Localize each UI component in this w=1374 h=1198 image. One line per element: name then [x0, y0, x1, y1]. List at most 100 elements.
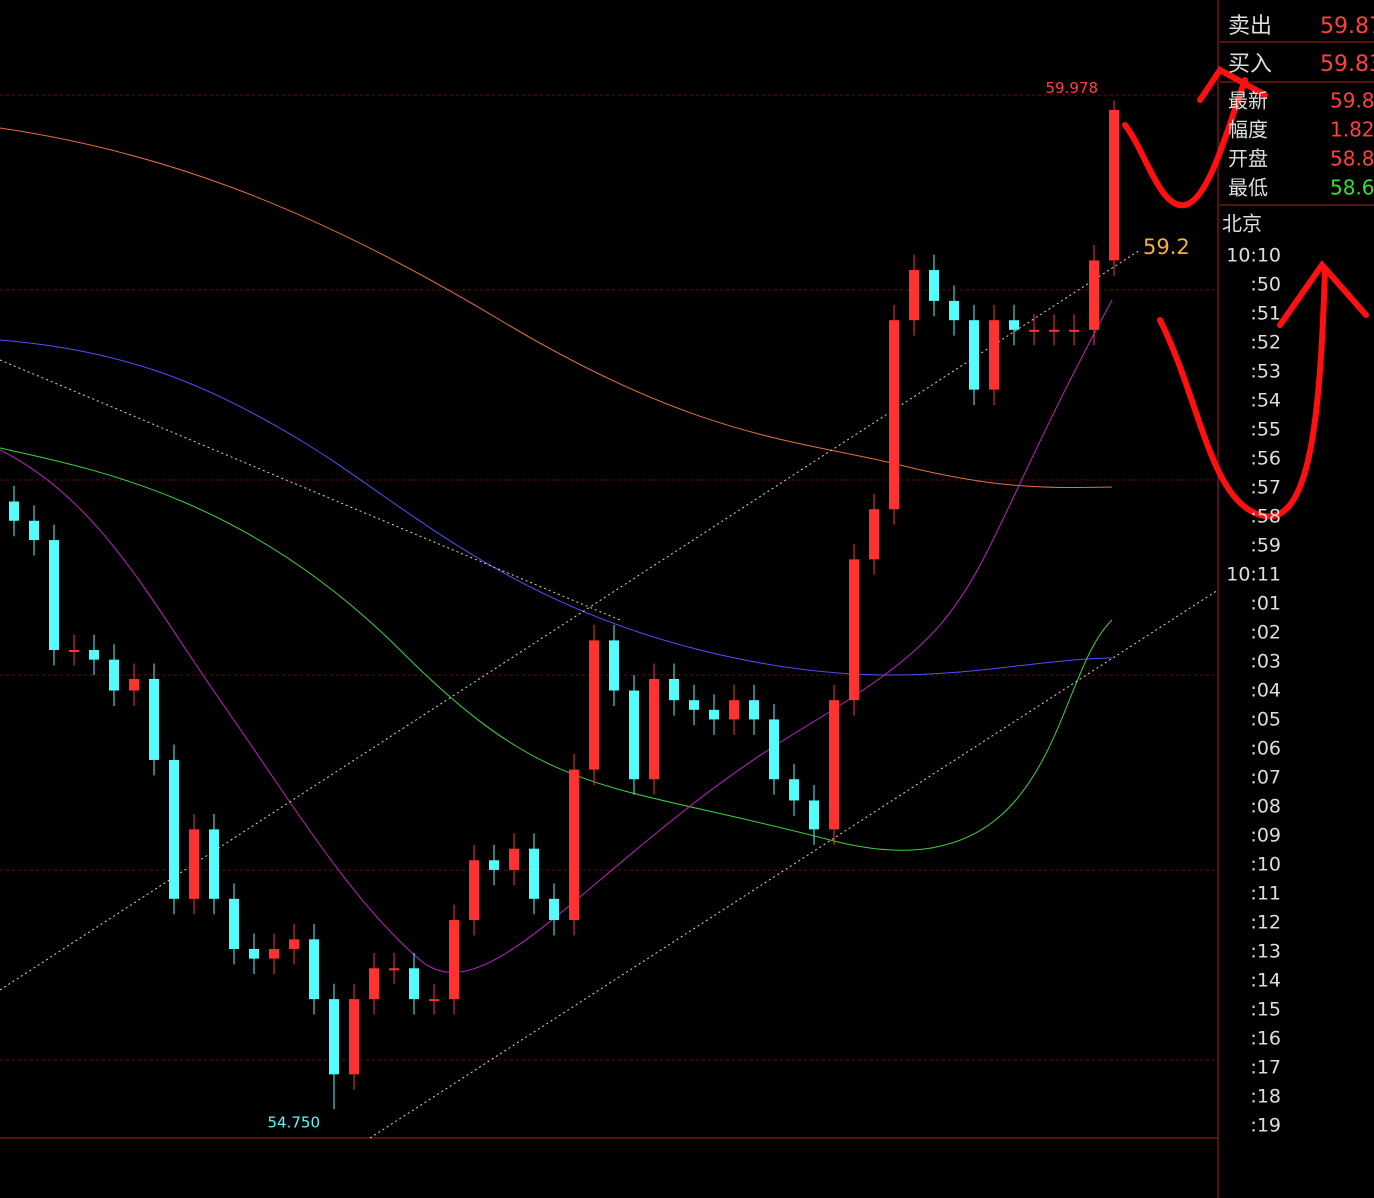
timezone: 北京 — [1222, 212, 1262, 236]
time-label: :11 — [1250, 883, 1281, 905]
candle-body — [729, 700, 739, 720]
candle-body — [709, 709, 719, 720]
candle-body — [209, 829, 219, 899]
candle-body — [669, 678, 679, 701]
candle-body — [489, 860, 499, 870]
time-label: :53 — [1250, 361, 1281, 383]
candle-body — [929, 270, 939, 301]
quote-label: 卖出 — [1228, 14, 1272, 39]
candle-body — [989, 320, 999, 390]
candle-body — [1109, 109, 1119, 261]
quote-value: 1.82 — [1330, 118, 1374, 142]
candle-body — [849, 559, 859, 701]
quote-value: 58.69 — [1330, 176, 1374, 200]
time-label: :03 — [1250, 651, 1281, 673]
time-label: :05 — [1250, 709, 1281, 731]
time-label: :16 — [1250, 1028, 1281, 1050]
candle-body — [969, 320, 979, 390]
candle-body — [509, 848, 519, 870]
candle-body — [749, 700, 759, 720]
candle-body — [129, 678, 139, 691]
candle-body — [9, 501, 19, 521]
time-label: :50 — [1250, 274, 1281, 296]
candle-body — [109, 659, 119, 691]
candle-body — [1069, 329, 1079, 332]
time-label: :08 — [1250, 796, 1281, 818]
level-label: 59.2 — [1143, 235, 1190, 259]
time-label: :19 — [1250, 1115, 1281, 1137]
time-label: :18 — [1250, 1086, 1281, 1108]
quote-value: 59.87 — [1320, 14, 1374, 39]
candle-body — [689, 700, 699, 710]
candle-body — [589, 640, 599, 770]
candle-body — [769, 719, 779, 780]
candle-body — [409, 968, 419, 1000]
time-label: :51 — [1250, 303, 1281, 325]
candle-body — [629, 690, 639, 780]
candle-body — [469, 860, 479, 921]
time-label: :04 — [1250, 680, 1281, 702]
candle-body — [809, 800, 819, 830]
candle-body — [149, 678, 159, 760]
time-label: :57 — [1250, 477, 1281, 499]
candle-body — [789, 779, 799, 801]
time-label: :10 — [1250, 854, 1281, 876]
candle-body — [249, 948, 259, 959]
time-label: :52 — [1250, 332, 1281, 354]
candle-body — [229, 898, 239, 949]
candle-body — [529, 848, 539, 899]
candle-body — [29, 520, 39, 541]
low-label: 54.750 — [268, 1114, 321, 1132]
candle-body — [269, 948, 279, 959]
high-label: 59.978 — [1046, 79, 1099, 97]
candle-body — [429, 999, 439, 1002]
candle-body — [1029, 329, 1039, 332]
candle-body — [829, 700, 839, 830]
candle-body — [869, 509, 879, 560]
time-label: :15 — [1250, 999, 1281, 1021]
time-label: :17 — [1250, 1057, 1281, 1079]
time-label: :12 — [1250, 912, 1281, 934]
candle-body — [329, 999, 339, 1075]
candle-body — [549, 898, 559, 921]
quote-label: 买入 — [1228, 52, 1272, 77]
candle-body — [289, 939, 299, 949]
time-label: :59 — [1250, 535, 1281, 557]
candle-body — [889, 320, 899, 510]
quote-label: 开盘 — [1228, 147, 1268, 171]
time-label: :54 — [1250, 390, 1281, 412]
candle-body — [349, 999, 359, 1075]
time-label: :58 — [1250, 506, 1281, 528]
time-label: :55 — [1250, 419, 1281, 441]
time-label: :09 — [1250, 825, 1281, 847]
time-label: :01 — [1250, 593, 1281, 615]
candle-body — [909, 270, 919, 321]
candle-body — [369, 968, 379, 1000]
candle-body — [49, 540, 59, 651]
time-label: :02 — [1250, 622, 1281, 644]
time-label: :06 — [1250, 738, 1281, 760]
candle-body — [949, 300, 959, 321]
time-label: :13 — [1250, 941, 1281, 963]
candle-body — [1089, 260, 1099, 330]
candle-body — [609, 640, 619, 691]
quote-value: 59.83 — [1320, 52, 1374, 77]
time-label: 10:10 — [1226, 245, 1281, 267]
candle-body — [449, 920, 459, 1000]
candle-body — [69, 650, 79, 653]
time-label: 10:11 — [1226, 564, 1281, 586]
candle-body — [1049, 329, 1059, 332]
candle-body — [649, 678, 659, 780]
quote-label: 最低 — [1228, 176, 1268, 200]
candle-body — [169, 759, 179, 899]
quote-label: 最新 — [1228, 89, 1268, 113]
candle-body — [309, 939, 319, 1000]
time-label: :07 — [1250, 767, 1281, 789]
quote-value: 59.83 — [1330, 89, 1374, 113]
candle-body — [89, 650, 99, 660]
candle-body — [189, 829, 199, 899]
time-label: :56 — [1250, 448, 1281, 470]
